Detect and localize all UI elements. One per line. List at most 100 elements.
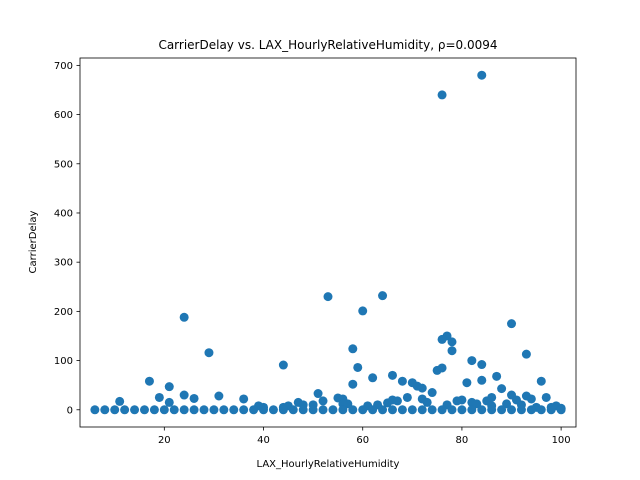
data-point bbox=[427, 388, 437, 398]
x-axis-ticks: 20 40 60 80 100 bbox=[158, 427, 571, 446]
data-point bbox=[447, 346, 457, 356]
data-point bbox=[239, 394, 249, 404]
data-point bbox=[120, 405, 130, 415]
x-tick-label: 40 bbox=[257, 435, 270, 446]
data-point bbox=[422, 397, 432, 407]
data-point bbox=[447, 337, 457, 347]
data-point bbox=[323, 292, 333, 302]
data-point bbox=[278, 405, 288, 415]
data-point bbox=[541, 392, 551, 402]
x-axis-label: LAX_HourlyRelativeHumidity bbox=[257, 459, 400, 470]
data-point bbox=[348, 344, 358, 354]
data-point bbox=[313, 389, 323, 399]
x-tick-label: 80 bbox=[456, 435, 469, 446]
data-point bbox=[387, 405, 397, 415]
data-point bbox=[368, 373, 378, 383]
data-point bbox=[437, 363, 447, 373]
x-tick-label: 60 bbox=[356, 435, 369, 446]
y-tick-label: 300 bbox=[54, 258, 73, 269]
data-point bbox=[90, 405, 100, 415]
data-point bbox=[288, 405, 298, 415]
y-axis-label: CarrierDelay bbox=[28, 210, 39, 273]
data-point bbox=[447, 405, 457, 415]
data-point bbox=[229, 405, 239, 415]
data-point bbox=[402, 392, 412, 402]
data-point bbox=[397, 376, 407, 386]
data-point bbox=[164, 397, 174, 407]
data-point bbox=[437, 405, 447, 415]
data-point bbox=[308, 405, 318, 415]
y-axis-ticks: 0 100 200 300 400 500 600 700 bbox=[54, 61, 80, 416]
data-point bbox=[392, 396, 402, 406]
data-point bbox=[457, 405, 467, 415]
data-point bbox=[477, 70, 487, 80]
data-point bbox=[417, 405, 427, 415]
y-tick-label: 400 bbox=[54, 208, 73, 219]
y-tick-label: 600 bbox=[54, 110, 73, 121]
data-point bbox=[219, 405, 229, 415]
data-point bbox=[452, 396, 462, 406]
data-point bbox=[209, 405, 219, 415]
data-point bbox=[556, 405, 566, 415]
data-point bbox=[427, 405, 437, 415]
data-point bbox=[407, 405, 417, 415]
data-point bbox=[115, 396, 125, 406]
data-point bbox=[298, 405, 308, 415]
data-point bbox=[536, 376, 546, 386]
data-point bbox=[492, 371, 502, 381]
data-point bbox=[546, 405, 556, 415]
data-point bbox=[169, 405, 179, 415]
data-point bbox=[462, 378, 472, 388]
data-point bbox=[328, 405, 338, 415]
y-tick-label: 700 bbox=[54, 61, 73, 72]
data-point bbox=[516, 405, 526, 415]
data-point bbox=[378, 405, 388, 415]
data-point bbox=[502, 399, 512, 409]
data-point bbox=[437, 334, 447, 344]
data-point bbox=[348, 405, 358, 415]
data-point bbox=[239, 405, 249, 415]
data-points bbox=[90, 70, 566, 415]
data-point bbox=[536, 405, 546, 415]
x-tick-label: 100 bbox=[552, 435, 571, 446]
data-point bbox=[189, 393, 199, 403]
data-point bbox=[259, 405, 269, 415]
data-point bbox=[318, 405, 328, 415]
data-point bbox=[353, 362, 363, 372]
data-point bbox=[507, 319, 517, 329]
y-tick-label: 100 bbox=[54, 356, 73, 367]
data-point bbox=[189, 405, 199, 415]
data-point bbox=[526, 394, 536, 404]
y-tick-label: 500 bbox=[54, 159, 73, 170]
data-point bbox=[144, 376, 154, 386]
data-point bbox=[507, 405, 517, 415]
data-point bbox=[477, 360, 487, 370]
data-point bbox=[437, 90, 447, 100]
data-point bbox=[477, 405, 487, 415]
data-point bbox=[179, 312, 189, 322]
chart-title: CarrierDelay vs. LAX_HourlyRelativeHumid… bbox=[158, 38, 497, 52]
data-point bbox=[358, 405, 368, 415]
data-point bbox=[204, 348, 214, 358]
data-point bbox=[199, 405, 209, 415]
data-point bbox=[338, 405, 348, 415]
data-point bbox=[110, 405, 120, 415]
data-point bbox=[387, 370, 397, 380]
data-point bbox=[397, 405, 407, 415]
y-tick-label: 0 bbox=[67, 405, 73, 416]
plot-frame bbox=[79, 57, 577, 428]
data-point bbox=[348, 379, 358, 389]
data-point bbox=[249, 405, 259, 415]
data-point bbox=[417, 383, 427, 393]
data-point bbox=[467, 356, 477, 366]
data-point bbox=[179, 390, 189, 400]
data-point bbox=[497, 384, 507, 394]
data-point bbox=[467, 405, 477, 415]
data-point bbox=[278, 360, 288, 370]
data-point bbox=[526, 405, 536, 415]
data-point bbox=[149, 405, 159, 415]
y-tick-label: 200 bbox=[54, 307, 73, 318]
data-point bbox=[521, 349, 531, 359]
data-point bbox=[318, 396, 328, 406]
